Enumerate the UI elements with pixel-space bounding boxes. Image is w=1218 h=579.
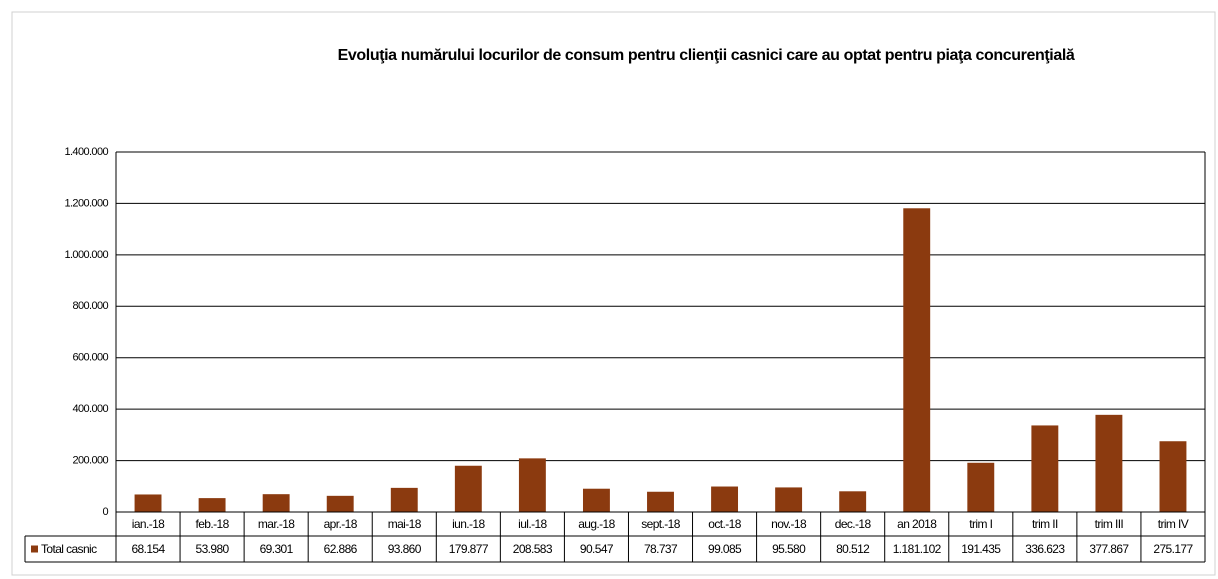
data-label: 208.583 [513,542,553,556]
bar [390,487,418,512]
bar [198,498,226,512]
x-tick-label: nov.-18 [771,517,807,531]
data-label: 53.980 [196,542,230,556]
x-tick-label: oct.-18 [708,517,741,531]
x-tick-label: trim IV [1158,517,1189,531]
data-label: 95.580 [772,542,806,556]
chart-border [11,11,1216,576]
bar [967,462,995,512]
x-tick-label: dec.-18 [835,517,872,531]
data-label: 336.623 [1025,542,1065,556]
y-tick-label: 1.200.000 [64,197,108,209]
data-label: 68.154 [131,542,165,556]
chart-title: Evoluţia numărului locurilor de consum p… [338,47,1075,64]
y-tick-label: 1.000.000 [64,249,108,261]
x-tick-label: mai-18 [388,517,422,531]
data-label: 99.085 [708,542,742,556]
bar [839,491,867,512]
x-tick-label: feb.-18 [196,517,230,531]
data-label: 191.435 [961,542,1001,556]
bar [711,486,739,512]
legend-swatch [31,545,38,553]
x-tick-label: mar.-18 [258,517,295,531]
x-tick-label: iul.-18 [518,517,547,531]
y-tick-label: 800.000 [72,300,108,312]
x-tick-label: an 2018 [897,517,937,531]
bar [647,491,674,512]
x-tick-label: iun.-18 [452,517,485,531]
x-tick-label: aug.-18 [578,517,615,531]
x-tick-label: trim I [969,517,992,531]
data-label: 377.867 [1089,542,1129,556]
bar [454,465,482,512]
data-label: 78.737 [644,542,678,556]
y-tick-label: 400.000 [72,403,108,415]
bar [1031,425,1059,512]
x-tick-label: trim II [1032,517,1058,531]
bar [582,488,610,512]
bar [1159,441,1187,512]
bar [518,458,546,512]
x-tick-label: sept.-18 [641,517,680,531]
y-tick-label: 200.000 [72,454,108,466]
bar [134,494,162,512]
data-label: 69.301 [260,542,294,556]
x-tick-label: ian.-18 [132,517,165,531]
x-tick-label: trim III [1095,517,1124,531]
data-label: 62.886 [324,542,358,556]
bar [903,208,931,512]
y-tick-label: 1.400.000 [64,146,108,158]
y-tick-label: 0 [102,506,108,518]
bar [262,494,290,512]
data-label: 90.547 [580,542,614,556]
x-tick-label: apr.-18 [324,517,358,531]
bar [1095,414,1123,512]
data-label: 93.860 [388,542,422,556]
y-tick-label: 600.000 [72,352,108,364]
data-label: 80.512 [836,542,870,556]
bar [326,495,354,512]
data-label: 275.177 [1153,542,1193,556]
legend-label: Total casnic [41,542,97,556]
data-label: 1.181.102 [893,542,942,556]
bar [775,487,803,512]
data-label: 179.877 [449,542,489,556]
